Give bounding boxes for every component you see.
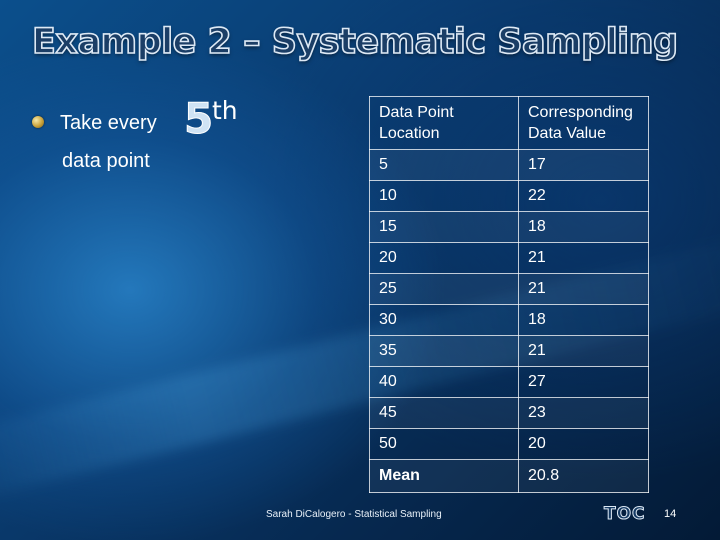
toc-link[interactable]: TOC <box>604 504 646 525</box>
mean-value: 20.8 <box>518 459 649 493</box>
table-row: 50 20 <box>369 428 649 460</box>
bullet-text-line1: Take every <box>60 112 157 134</box>
value-cell: 21 <box>518 335 649 367</box>
table-row: 40 27 <box>369 366 649 398</box>
sampling-table: Data Point Location Corresponding Data V… <box>369 96 649 493</box>
ordinal-number: 5 <box>183 94 214 143</box>
location-cell: 30 <box>369 304 519 336</box>
table-row: 20 21 <box>369 242 649 274</box>
value-cell: 23 <box>518 397 649 429</box>
value-cell: 18 <box>518 304 649 336</box>
value-cell: 21 <box>518 273 649 305</box>
location-cell: 50 <box>369 428 519 460</box>
mean-label: Mean <box>369 459 519 493</box>
footer-author: Sarah DiCalogero - Statistical Sampling <box>266 509 442 520</box>
page-number: 14 <box>664 508 677 520</box>
table-row: 5 17 <box>369 149 649 181</box>
header-location: Data Point Location <box>369 96 519 150</box>
bullet-text-line2: data point <box>62 150 150 172</box>
location-cell: 15 <box>369 211 519 243</box>
value-cell: 18 <box>518 211 649 243</box>
value-cell: 20 <box>518 428 649 460</box>
table-row: 25 21 <box>369 273 649 305</box>
location-cell: 45 <box>369 397 519 429</box>
location-cell: 20 <box>369 242 519 274</box>
table-header-row: Data Point Location Corresponding Data V… <box>369 96 649 150</box>
location-cell: 25 <box>369 273 519 305</box>
value-cell: 22 <box>518 180 649 212</box>
location-cell: 5 <box>369 149 519 181</box>
table-row: 15 18 <box>369 211 649 243</box>
table-row: 30 18 <box>369 304 649 336</box>
header-value: Corresponding Data Value <box>518 96 649 150</box>
location-cell: 35 <box>369 335 519 367</box>
mean-row: Mean 20.8 <box>369 459 649 493</box>
table-row: 45 23 <box>369 397 649 429</box>
bullet-icon <box>32 116 44 128</box>
ordinal-suffix: th <box>212 96 238 125</box>
table-row: 10 22 <box>369 180 649 212</box>
value-cell: 21 <box>518 242 649 274</box>
value-cell: 17 <box>518 149 649 181</box>
value-cell: 27 <box>518 366 649 398</box>
slide-title: Example 2 – Systematic Sampling <box>31 21 679 63</box>
location-cell: 40 <box>369 366 519 398</box>
location-cell: 10 <box>369 180 519 212</box>
table-row: 35 21 <box>369 335 649 367</box>
